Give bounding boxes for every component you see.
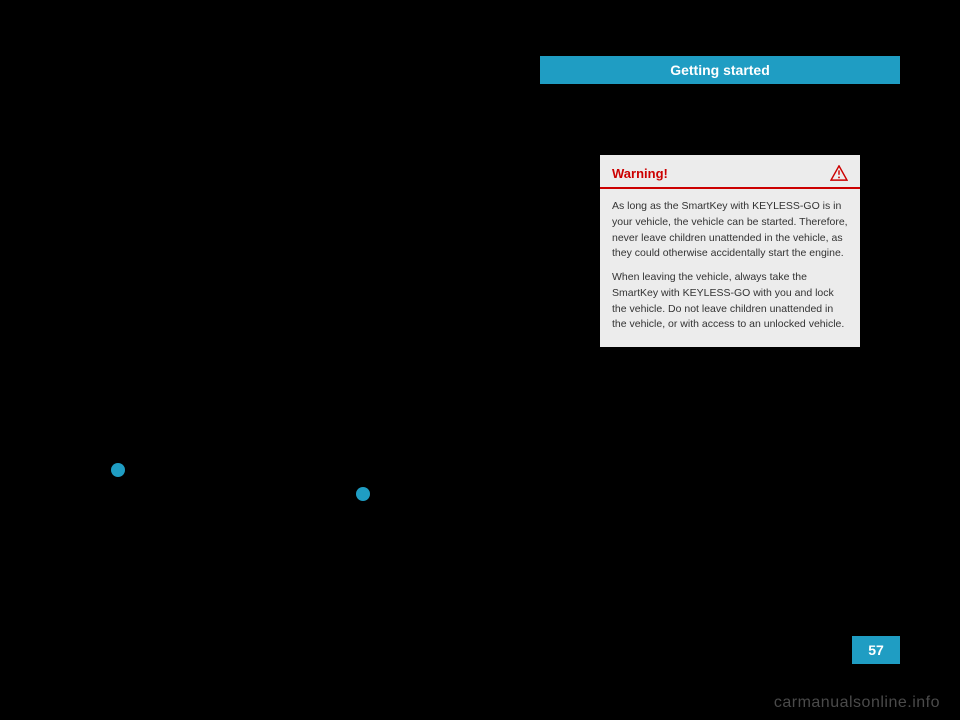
page-number-band: 57 xyxy=(852,636,900,664)
list-bullet-icon xyxy=(356,487,370,501)
page-number: 57 xyxy=(868,642,884,658)
warning-header: Warning! xyxy=(600,155,860,189)
section-header-title: Getting started xyxy=(670,62,770,78)
warning-paragraph-2: When leaving the vehicle, always take th… xyxy=(612,270,848,333)
warning-box: Warning! As long as the SmartKey with KE… xyxy=(600,155,860,347)
warning-triangle-icon xyxy=(830,165,848,181)
list-bullet-icon xyxy=(111,463,125,477)
section-header-band: Getting started xyxy=(540,56,900,84)
watermark-text: carmanualsonline.info xyxy=(774,694,940,712)
warning-title: Warning! xyxy=(612,166,668,181)
warning-body: As long as the SmartKey with KEYLESS-GO … xyxy=(600,189,860,347)
warning-paragraph-1: As long as the SmartKey with KEYLESS-GO … xyxy=(612,199,848,262)
